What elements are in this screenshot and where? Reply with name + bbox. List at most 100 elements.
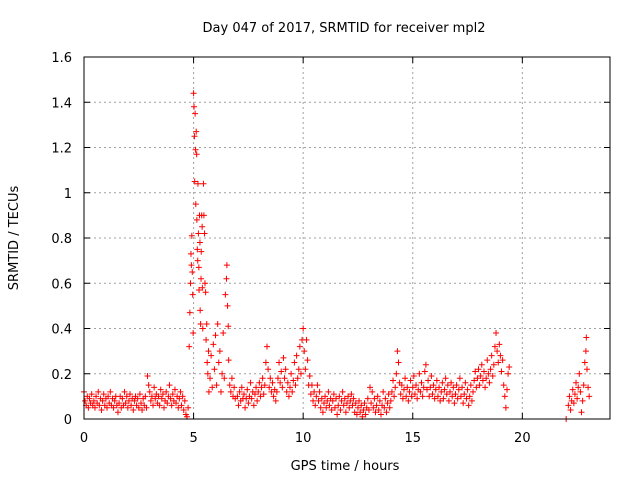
data-point: [164, 400, 171, 407]
y-tick-label: 0.4: [51, 323, 72, 338]
data-point: [497, 352, 504, 359]
data-point: [391, 393, 398, 400]
data-point: [199, 284, 206, 291]
data-point: [96, 402, 103, 409]
data-point: [491, 343, 498, 350]
data-point: [423, 386, 430, 393]
y-tick-label: 1.6: [51, 51, 72, 66]
data-point: [414, 395, 421, 402]
data-point: [195, 230, 202, 237]
data-point: [456, 375, 463, 382]
data-point: [501, 393, 508, 400]
data-point: [270, 393, 277, 400]
data-point: [201, 280, 208, 287]
data-point: [408, 393, 415, 400]
data-point: [311, 388, 318, 395]
data-point: [107, 388, 114, 395]
data-point: [100, 391, 107, 398]
data-point: [307, 391, 314, 398]
data-point: [406, 388, 413, 395]
data-point: [158, 395, 165, 402]
data-point: [573, 379, 580, 386]
x-tick-label: 20: [514, 431, 531, 446]
data-point: [293, 352, 300, 359]
data-point: [258, 384, 265, 391]
data-point: [203, 320, 210, 327]
data-point: [186, 309, 193, 316]
data-point: [362, 411, 369, 418]
data-point: [337, 406, 344, 413]
data-point: [266, 384, 273, 391]
data-point: [358, 402, 365, 409]
data-point: [191, 133, 198, 140]
data-point: [243, 395, 250, 402]
data-point: [279, 384, 286, 391]
data-point: [483, 375, 490, 382]
data-point: [152, 395, 159, 402]
data-point: [288, 370, 295, 377]
data-point: [455, 386, 462, 393]
data-point: [190, 90, 197, 97]
x-axis-label: GPS time / hours: [291, 459, 400, 474]
data-point: [219, 370, 226, 377]
data-point: [373, 402, 380, 409]
data-point: [315, 397, 322, 404]
data-point: [188, 232, 195, 239]
x-tick-label: 5: [189, 431, 197, 446]
data-point: [273, 388, 280, 395]
data-point: [205, 348, 212, 355]
data-point: [368, 400, 375, 407]
data-point: [448, 379, 455, 386]
data-point: [348, 391, 355, 398]
data-point: [122, 400, 129, 407]
data-point: [191, 103, 198, 110]
data-point: [186, 343, 193, 350]
data-point: [119, 395, 126, 402]
data-point: [383, 409, 390, 416]
data-point: [194, 180, 201, 187]
data-point: [467, 382, 474, 389]
data-point: [479, 377, 486, 384]
data-point: [474, 375, 481, 382]
data-point: [486, 379, 493, 386]
data-point: [579, 397, 586, 404]
data-point: [167, 395, 174, 402]
data-point: [434, 393, 441, 400]
data-point: [371, 395, 378, 402]
data-point: [180, 406, 187, 413]
data-point: [185, 404, 192, 411]
data-point: [477, 373, 484, 380]
data-point: [204, 359, 211, 366]
data-point: [196, 287, 203, 294]
y-axis-label: SRMTID / TECUs: [7, 186, 22, 291]
data-point: [131, 397, 138, 404]
data-point: [476, 382, 483, 389]
data-point: [316, 388, 323, 395]
data-point: [284, 379, 291, 386]
data-point: [495, 359, 502, 366]
data-point: [318, 395, 325, 402]
data-point: [175, 404, 182, 411]
chart-title: Day 047 of 2017, SRMTID for receiver mpl…: [203, 21, 486, 36]
data-point: [443, 391, 450, 398]
data-point: [566, 393, 573, 400]
data-point: [280, 354, 287, 361]
data-point: [506, 363, 513, 370]
data-point: [178, 402, 185, 409]
data-point: [384, 400, 391, 407]
data-point: [574, 395, 581, 402]
data-point: [194, 257, 201, 264]
data-point: [350, 395, 357, 402]
data-point: [445, 397, 452, 404]
data-point: [334, 411, 341, 418]
data-point: [335, 402, 342, 409]
data-point: [459, 384, 466, 391]
data-point: [387, 397, 394, 404]
data-point: [460, 400, 467, 407]
data-point: [297, 370, 304, 377]
data-point: [356, 397, 363, 404]
data-point: [395, 359, 402, 366]
data-point: [386, 404, 393, 411]
data-point: [570, 400, 577, 407]
